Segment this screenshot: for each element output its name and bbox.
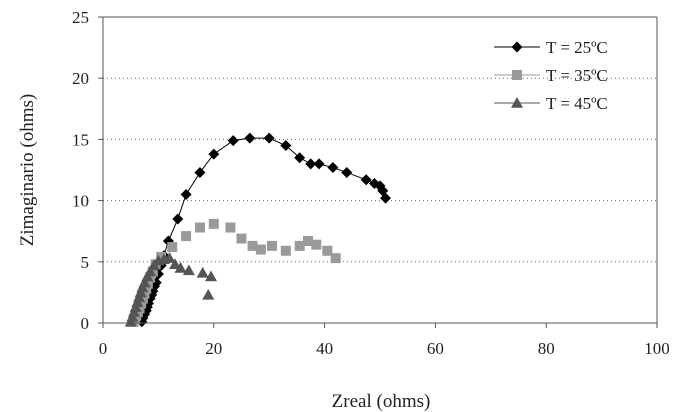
data-point [196, 266, 209, 278]
legend-entry: T = 45ºC [494, 94, 608, 113]
data-point [208, 218, 219, 229]
tick-labels: 0 20 40 60 80 100 0 5 10 15 20 25 [72, 8, 670, 358]
data-point [313, 158, 325, 170]
data-point [244, 132, 256, 144]
plot-series [124, 132, 392, 328]
legend-marker [511, 41, 523, 53]
y-tick-label: 0 [81, 314, 90, 333]
data-point [169, 258, 182, 270]
data-point [174, 261, 187, 273]
series-3 [124, 252, 218, 327]
data-point [360, 174, 372, 186]
x-tick-label: 80 [538, 339, 555, 358]
x-axis-title: Zreal (ohms) [332, 391, 431, 412]
y-tick-label: 25 [72, 8, 89, 27]
legend-marker [512, 70, 522, 80]
legend-label: T = 35ºC [546, 66, 608, 85]
axes [98, 16, 658, 328]
data-point [330, 253, 341, 264]
y-tick-label: 5 [81, 253, 90, 272]
data-point [380, 192, 392, 204]
data-point [202, 288, 215, 300]
data-point [247, 240, 258, 251]
series-line [141, 137, 387, 322]
data-point [208, 148, 220, 160]
data-point [327, 162, 339, 174]
series-1 [136, 132, 392, 328]
x-tick-label: 20 [205, 339, 222, 358]
data-point [227, 135, 239, 147]
data-point [205, 270, 218, 282]
legend-label: T = 25ºC [546, 38, 608, 57]
data-point [225, 222, 236, 233]
data-point [156, 251, 167, 262]
legend-entry: T = 35ºC [494, 66, 608, 85]
data-point [280, 140, 292, 152]
x-tick-label: 60 [427, 339, 444, 358]
data-point [180, 188, 192, 200]
x-tick-label: 100 [644, 339, 670, 358]
y-tick-label: 10 [72, 192, 89, 211]
y-axis-title: Zimaginario (ohms) [17, 94, 38, 247]
legend-label: T = 45ºC [546, 94, 608, 113]
y-tick-label: 15 [72, 130, 89, 149]
data-point [172, 213, 184, 225]
x-tick-label: 0 [99, 339, 108, 358]
x-tick-label: 40 [316, 339, 333, 358]
data-point [280, 245, 291, 256]
data-point [266, 240, 277, 251]
data-point [194, 222, 205, 233]
data-point [294, 152, 306, 164]
data-point [302, 235, 313, 246]
data-point [138, 276, 151, 288]
data-point [305, 158, 317, 170]
data-point [294, 240, 305, 251]
legend: T = 25ºC T = 35ºC T = 45ºC [494, 38, 608, 113]
data-point [255, 244, 266, 255]
data-point [341, 166, 353, 178]
y-tick-label: 20 [72, 69, 89, 88]
data-point [322, 245, 333, 256]
data-point [194, 166, 206, 178]
legend-entry: T = 25ºC [494, 38, 608, 57]
data-point [182, 264, 195, 276]
data-point [263, 132, 275, 144]
legend-marker [511, 97, 523, 108]
data-point [311, 239, 322, 250]
data-point [144, 265, 157, 277]
data-point [167, 242, 178, 253]
data-point [163, 252, 176, 263]
data-point [236, 233, 247, 244]
data-point [181, 231, 192, 242]
